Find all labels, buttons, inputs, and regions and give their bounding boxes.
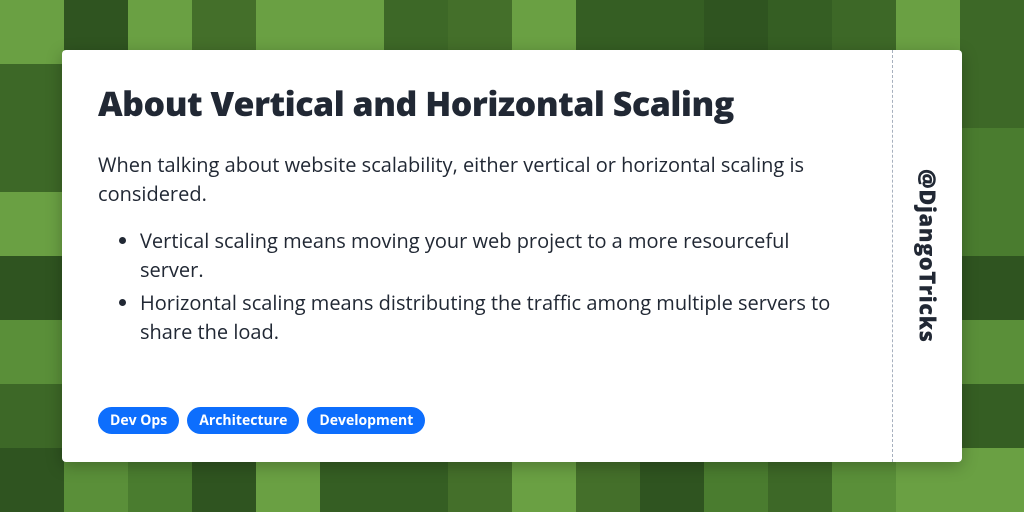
tag-pill[interactable]: Development: [307, 407, 425, 434]
content-card: About Vertical and Horizontal Scaling Wh…: [62, 50, 962, 462]
card-sidebar: @DjangoTricks: [892, 50, 962, 462]
tag-pill[interactable]: Architecture: [187, 407, 299, 434]
tag-row: Dev Ops Architecture Development: [98, 407, 856, 434]
card-intro: When talking about website scalability, …: [98, 150, 856, 208]
card-title: About Vertical and Horizontal Scaling: [98, 80, 856, 126]
card-main: About Vertical and Horizontal Scaling Wh…: [62, 50, 892, 462]
list-item: Horizontal scaling means distributing th…: [140, 288, 856, 346]
author-handle: @DjangoTricks: [913, 169, 943, 343]
tag-pill[interactable]: Dev Ops: [98, 407, 179, 434]
list-item: Vertical scaling means moving your web p…: [140, 226, 856, 284]
bullet-list: Vertical scaling means moving your web p…: [98, 226, 856, 350]
